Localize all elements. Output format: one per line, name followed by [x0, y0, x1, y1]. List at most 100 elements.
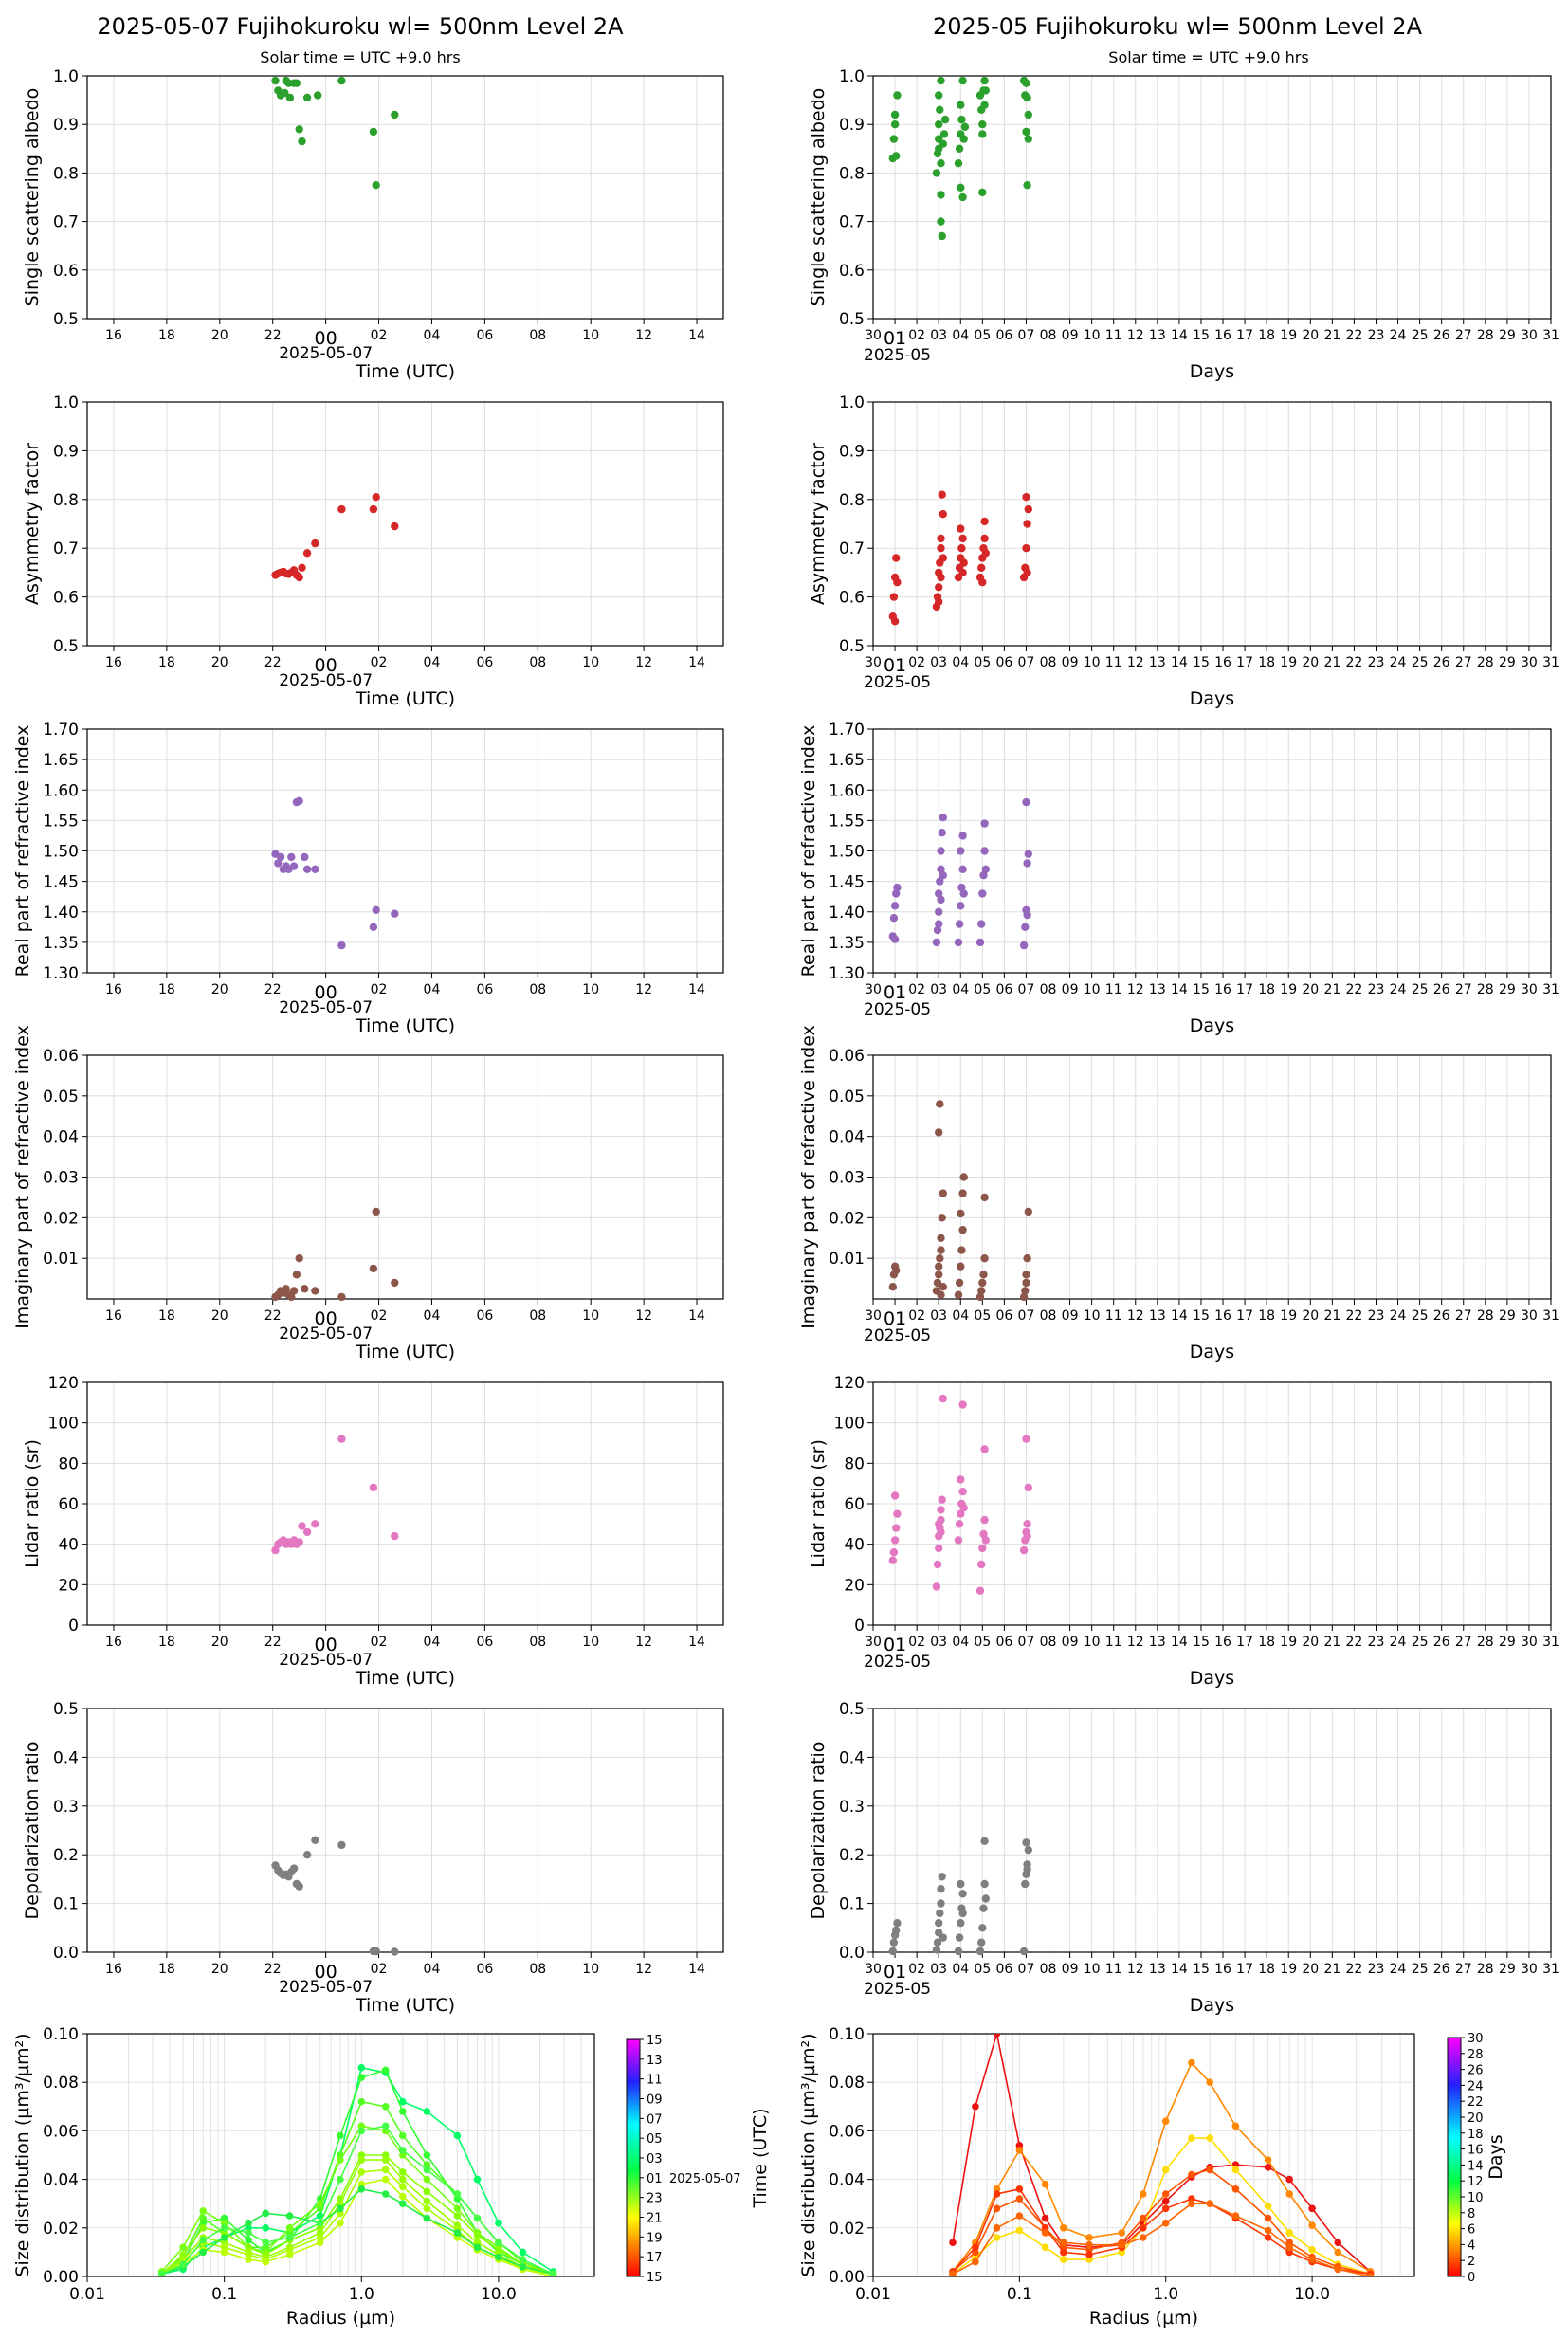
- series-point: [399, 2168, 407, 2176]
- data-point: [939, 1189, 947, 1197]
- x-tick-label: 30: [865, 982, 882, 997]
- x-tick-label: 14: [1171, 655, 1188, 670]
- x-tick-label: 15: [1193, 1635, 1210, 1650]
- data-point: [892, 889, 901, 898]
- x-tick-label: 12: [635, 1962, 652, 1977]
- data-point: [975, 938, 985, 947]
- x-tick-label: 03: [930, 1635, 947, 1650]
- plot-frame: [86, 401, 724, 647]
- x-tick-label: 08: [529, 655, 546, 670]
- data-point: [889, 593, 899, 601]
- data-point: [935, 1919, 943, 1928]
- data-point: [274, 859, 283, 868]
- x-tick-label: 16: [105, 1308, 122, 1324]
- x-tick-label: 11: [1105, 1308, 1122, 1324]
- x-tick-label: 31: [1542, 1635, 1559, 1650]
- data-point: [980, 76, 989, 85]
- series-point: [1231, 2166, 1240, 2174]
- series-point: [1264, 2226, 1272, 2235]
- x-tick-label: 29: [1499, 1308, 1516, 1324]
- plot-frame: [86, 1708, 724, 1953]
- x-tick-label: 13: [1149, 1635, 1166, 1650]
- series-point: [473, 2231, 482, 2239]
- x-tick-label: 1.0: [349, 2285, 374, 2304]
- series-point: [316, 2239, 324, 2246]
- data-point: [1022, 1278, 1030, 1288]
- x-tick-labels: 0.01 0.1 1.0 10.0: [855, 2276, 1330, 2304]
- colorbar-tick-label: 12: [1468, 2175, 1484, 2189]
- data-point: [959, 1173, 968, 1181]
- series-point: [337, 2131, 344, 2140]
- x-tick-label: 30: [1521, 982, 1538, 997]
- data-point: [932, 1946, 941, 1954]
- x-tick-label: 26: [1433, 328, 1450, 343]
- data-point: [1023, 520, 1031, 528]
- x-axis-label: Radius (µm): [286, 2308, 395, 2329]
- x-tick-label: 12: [635, 328, 652, 343]
- x-tick-label: 16: [105, 1635, 122, 1650]
- x-tick-label: 20: [1302, 655, 1319, 670]
- x-tick-label: 02: [371, 1308, 388, 1324]
- x-tick-label: 28: [1477, 982, 1494, 997]
- y-tick-label: 0.01: [829, 1250, 865, 1269]
- left-title: 2025-05-07 Fujihokuroku wl= 500nm Level …: [97, 13, 624, 40]
- data-point: [271, 1545, 280, 1555]
- data-point: [289, 1287, 299, 1295]
- data-point: [935, 91, 943, 100]
- y-tick-label: 0.00: [829, 2268, 865, 2287]
- x-tick-label: 30: [865, 1635, 882, 1650]
- x-tick-label: 22: [1346, 1635, 1363, 1650]
- data-point: [1024, 1483, 1033, 1492]
- y-axis-label: Size distribution (µm³/µm²): [12, 2033, 33, 2276]
- x-tick-label: 18: [158, 655, 175, 670]
- data-point: [1024, 135, 1033, 143]
- x-tick-label: 0.1: [211, 2285, 237, 2304]
- date-label: 2025-05: [864, 1000, 931, 1019]
- series-point: [381, 2066, 390, 2075]
- y-tick-label: 0.9: [53, 116, 79, 135]
- x-tick-labels: 30 01 02 03 04 05 06 07 08 09 10 11 12 13 14 15 16 17 18 19…: [865, 646, 1559, 676]
- y-tick-label: 0.6: [53, 589, 79, 608]
- x-tick-label: 08: [529, 1962, 546, 1977]
- series-point: [423, 2161, 431, 2168]
- y-tick-label: 1.35: [829, 934, 865, 953]
- x-tick-label: 29: [1499, 328, 1516, 343]
- x-tick-label: 26: [1433, 1635, 1450, 1650]
- series-point: [1161, 2190, 1170, 2198]
- x-axis-label: Time (UTC): [355, 688, 455, 709]
- data-point: [892, 1266, 901, 1275]
- series-point: [337, 2175, 344, 2184]
- x-tick-label: 30: [1521, 655, 1538, 670]
- y-tick-label: 0.9: [839, 442, 865, 461]
- x-tick-labels: 16 18 20 22 00 02 04 06 08 10 12 14: [105, 646, 705, 676]
- data-point: [289, 1864, 299, 1873]
- data-point: [978, 578, 987, 587]
- data-point: [391, 110, 399, 119]
- y-tick-labels: 1.30 1.35 1.40 1.45 1.50 1.55 1.60 1.65 1.70: [43, 721, 87, 983]
- series-point: [157, 2270, 166, 2276]
- size-distribution-right: 0.01 0.1 1.0 10.0 0.00 0.02 0.04 0.06 0.08 0.10 Ra…: [798, 2025, 1415, 2329]
- data-points: [271, 493, 399, 582]
- x-tick-label: 01: [884, 1962, 906, 1983]
- y-tick-label: 1.60: [829, 781, 865, 800]
- x-tick-label: 12: [1127, 982, 1144, 997]
- series-point: [245, 2229, 252, 2237]
- x-tick-label: 30: [1521, 1308, 1538, 1324]
- x-tick-label: 25: [1412, 655, 1429, 670]
- series-line-10: [161, 2125, 554, 2276]
- x-tick-labels: 30 01 02 03 04 05 06 07 08 09 10 11 12 13 14 15 16 17 18 19…: [865, 1952, 1559, 1983]
- y-tick-label: 1.50: [43, 843, 79, 862]
- data-point: [954, 1536, 963, 1545]
- data-point: [936, 1254, 944, 1263]
- data-point: [282, 1285, 290, 1293]
- series-point: [399, 2147, 407, 2154]
- series-point: [453, 2204, 462, 2213]
- x-tick-label: 31: [1542, 1308, 1559, 1324]
- x-tick-label: 10.0: [1294, 2285, 1330, 2304]
- data-point: [933, 1278, 942, 1288]
- x-tick-label: 01: [884, 982, 906, 1003]
- x-tick-label: 08: [1040, 1308, 1057, 1324]
- data-point: [287, 1292, 296, 1302]
- x-tick-labels: 16 18 20 22 00 02 04 06 08 10 12 14: [105, 319, 705, 349]
- date-label: 2025-05-07: [279, 1651, 373, 1670]
